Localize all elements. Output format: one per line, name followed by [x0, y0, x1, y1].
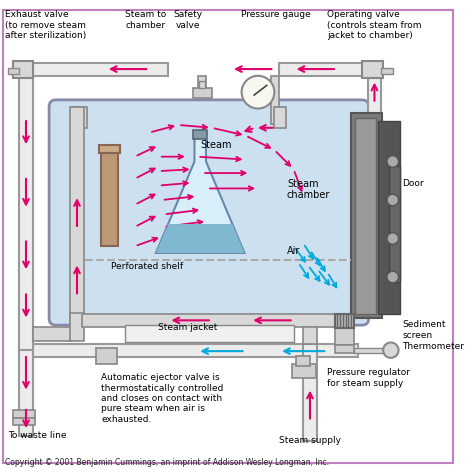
Text: Steam supply: Steam supply	[279, 436, 341, 445]
Bar	[13, 410, 35, 417]
Bar	[335, 328, 354, 346]
Bar	[33, 327, 73, 340]
Bar	[8, 68, 19, 74]
Circle shape	[387, 233, 399, 244]
Bar	[82, 314, 351, 327]
Bar	[389, 166, 401, 282]
Text: Air: Air	[287, 246, 300, 256]
Bar	[272, 76, 279, 124]
Bar	[335, 314, 354, 328]
Bar	[198, 76, 206, 93]
Text: Pressure regulator
for steam supply: Pressure regulator for steam supply	[328, 368, 410, 388]
Circle shape	[387, 156, 399, 167]
Bar	[378, 121, 400, 314]
Bar	[96, 348, 118, 364]
Bar	[255, 76, 261, 90]
Text: Steam
chamber: Steam chamber	[287, 179, 330, 200]
Text: Thermometer: Thermometer	[402, 342, 465, 351]
Bar	[381, 68, 393, 74]
Bar	[13, 417, 35, 425]
Text: Door: Door	[402, 179, 424, 188]
Text: To waste line: To waste line	[8, 431, 66, 440]
Text: Pressure gauge: Pressure gauge	[241, 10, 310, 20]
Text: Steam to
chamber: Steam to chamber	[125, 10, 166, 30]
Bar	[199, 80, 205, 89]
Polygon shape	[156, 138, 245, 253]
Bar	[303, 327, 317, 345]
Bar	[362, 61, 383, 78]
Text: Steam jacket: Steam jacket	[158, 323, 218, 332]
Bar	[19, 345, 33, 436]
Text: Perforated shelf: Perforated shelf	[111, 262, 183, 271]
Bar	[354, 348, 388, 353]
Bar	[292, 364, 316, 378]
Bar	[13, 61, 33, 78]
Bar	[70, 107, 84, 323]
Text: Sediment
screen: Sediment screen	[402, 320, 446, 340]
Text: Operating valve
(controls steam from
jacket to chamber): Operating valve (controls steam from jac…	[328, 10, 422, 40]
Bar	[73, 107, 87, 128]
Bar	[19, 345, 358, 357]
Circle shape	[387, 194, 399, 206]
Bar	[296, 356, 310, 366]
Circle shape	[387, 271, 399, 283]
Bar	[279, 63, 381, 76]
Bar	[351, 113, 382, 318]
Bar	[99, 145, 120, 153]
Bar	[125, 325, 293, 342]
Text: Copyright © 2001 Benjamin Cummings, an imprint of Addison Wesley Longman, Inc.: Copyright © 2001 Benjamin Cummings, an i…	[5, 458, 329, 467]
Bar	[274, 107, 286, 128]
Bar	[193, 130, 207, 139]
Text: Exhaust valve
(to remove steam
after sterilization): Exhaust valve (to remove steam after ste…	[5, 10, 86, 40]
Text: Safety
valve: Safety valve	[173, 10, 202, 30]
Bar	[70, 313, 84, 340]
Circle shape	[242, 76, 274, 109]
Polygon shape	[156, 224, 245, 253]
Bar	[355, 118, 376, 314]
Text: Automatic ejector valve is
thermostatically controlled
and closes on contact wit: Automatic ejector valve is thermostatica…	[101, 373, 223, 424]
Bar	[335, 346, 354, 353]
Bar	[368, 63, 381, 133]
Bar	[19, 63, 33, 350]
Circle shape	[383, 342, 399, 358]
Bar	[303, 345, 317, 441]
Bar	[19, 63, 168, 76]
Bar	[192, 89, 212, 98]
FancyBboxPatch shape	[49, 100, 369, 325]
Text: Steam: Steam	[201, 140, 232, 150]
Bar	[101, 150, 118, 246]
